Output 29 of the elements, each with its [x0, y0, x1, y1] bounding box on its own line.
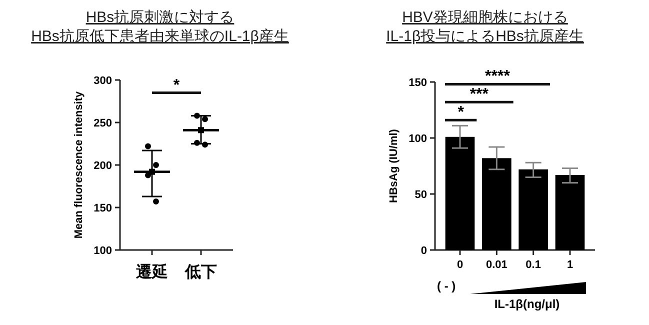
- x-tick-label: 遷延: [135, 263, 168, 281]
- annotation: *: [173, 76, 180, 94]
- bar: [445, 136, 475, 250]
- x-axis-title: IL-1β(ng/μl): [494, 297, 560, 311]
- y-tick-label: 0: [420, 245, 427, 257]
- y-tick-label: 250: [94, 118, 112, 130]
- y-axis-title: Mean fluorescence intensity: [73, 90, 85, 239]
- x-tick-label: 0.1: [526, 259, 541, 271]
- y-tick-label: 100: [94, 245, 112, 257]
- bar: [518, 169, 548, 250]
- annotation: ****: [485, 68, 511, 86]
- text: ( - ): [437, 279, 456, 293]
- y-tick-label: 300: [94, 75, 112, 87]
- y-tick-label: 150: [94, 202, 112, 214]
- x-tick-label: 0: [456, 259, 464, 271]
- y-axis-title: HBsAg (IU/ml): [388, 128, 400, 203]
- annotation: ***: [470, 86, 490, 104]
- x-tick-label: 低下: [184, 263, 217, 281]
- annotation: *: [458, 104, 465, 122]
- y-tick-label: 150: [408, 77, 427, 89]
- bar: [482, 158, 512, 250]
- y-tick-label: 200: [94, 160, 112, 172]
- bar: [555, 174, 585, 250]
- y-tick-label: 50: [414, 189, 427, 201]
- y-tick-label: 100: [408, 133, 427, 145]
- chart-title: HBs抗原刺激に対する HBs抗原低下患者由来単球のIL-1β産生: [31, 9, 289, 45]
- x-tick-label: 0.01: [486, 259, 508, 271]
- x-tick-label: 1: [566, 259, 574, 271]
- chart-title: HBV発現細胞株における IL-1β投与によるHBs抗原産生: [386, 9, 584, 45]
